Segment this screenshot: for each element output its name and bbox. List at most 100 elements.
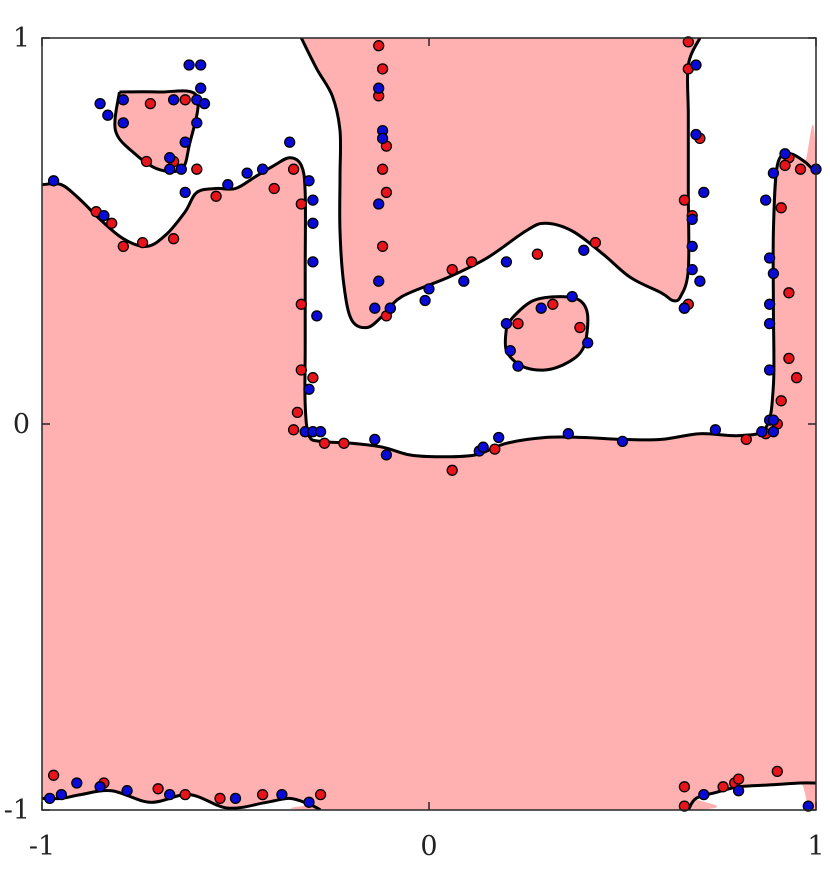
- data-point: [303, 796, 315, 808]
- positive-regions: [42, 38, 816, 810]
- data-point: [303, 175, 315, 187]
- data-point: [106, 217, 118, 229]
- data-point: [686, 263, 698, 276]
- data-point: [493, 431, 505, 444]
- data-point: [295, 298, 307, 310]
- data-point: [241, 167, 253, 179]
- data-point: [763, 317, 776, 330]
- data-point: [794, 163, 807, 175]
- data-point: [446, 263, 458, 276]
- data-point: [195, 59, 207, 71]
- data-point: [210, 190, 222, 202]
- y-tick-label: 0: [13, 409, 30, 440]
- data-point: [117, 117, 129, 129]
- data-point: [318, 437, 331, 449]
- positive-region: [42, 124, 816, 810]
- data-point: [121, 785, 133, 797]
- data-point: [547, 298, 559, 310]
- data-point: [256, 788, 269, 801]
- data-point: [384, 302, 396, 314]
- data-point: [191, 163, 203, 175]
- data-point: [287, 424, 300, 436]
- data-point: [164, 152, 176, 164]
- y-tick-labels: -1 0 1: [4, 23, 30, 826]
- data-point: [477, 441, 489, 453]
- data-point: [314, 426, 327, 438]
- positive-region: [115, 90, 199, 172]
- data-points: [44, 36, 822, 812]
- data-point: [94, 97, 106, 110]
- data-point: [489, 443, 501, 455]
- x-tick-label: 1: [807, 831, 824, 862]
- data-point: [756, 426, 768, 438]
- data-point: [500, 317, 513, 330]
- data-point: [291, 406, 304, 419]
- data-point: [44, 792, 56, 805]
- data-point: [268, 182, 280, 195]
- x-tick-label: -1: [29, 831, 55, 862]
- data-point: [369, 302, 381, 314]
- data-point: [47, 175, 60, 187]
- data-point: [763, 364, 776, 376]
- data-point: [763, 298, 776, 310]
- data-point: [531, 248, 544, 260]
- data-point: [790, 372, 803, 384]
- data-point: [117, 240, 129, 253]
- data-point: [140, 155, 153, 168]
- data-point: [767, 167, 780, 179]
- data-point: [709, 424, 722, 436]
- data-point: [295, 364, 307, 376]
- data-point: [276, 788, 288, 801]
- data-point: [771, 765, 783, 778]
- data-point: [512, 360, 524, 372]
- data-point: [682, 36, 694, 48]
- data-point: [195, 82, 207, 94]
- data-point: [373, 275, 385, 287]
- data-point: [732, 785, 745, 797]
- data-point: [512, 317, 524, 330]
- data-point: [686, 240, 698, 253]
- data-point: [775, 202, 787, 214]
- data-point: [562, 428, 574, 440]
- data-point: [71, 777, 83, 789]
- data-point: [373, 82, 385, 94]
- data-point: [303, 383, 315, 395]
- data-point: [136, 236, 149, 249]
- positive-region: [301, 38, 700, 328]
- data-point: [198, 97, 211, 110]
- data-point: [566, 290, 578, 303]
- data-point: [380, 449, 393, 461]
- data-point: [732, 773, 745, 785]
- data-point: [779, 159, 791, 172]
- data-point: [717, 781, 729, 793]
- data-point: [419, 294, 431, 307]
- data-point: [698, 788, 710, 801]
- data-point: [307, 194, 319, 206]
- data-point: [500, 256, 513, 268]
- data-point: [175, 163, 187, 175]
- data-point: [167, 233, 180, 245]
- data-point: [446, 464, 458, 476]
- data-point: [164, 163, 176, 175]
- data-point: [191, 117, 203, 129]
- positive-region: [506, 296, 588, 371]
- data-point: [102, 109, 114, 121]
- data-point: [117, 94, 129, 106]
- data-point: [179, 186, 191, 199]
- data-point: [767, 426, 780, 438]
- data-point: [307, 256, 319, 268]
- data-point: [369, 433, 381, 446]
- data-point: [295, 198, 307, 210]
- y-tick-label: -1: [4, 795, 30, 826]
- data-point: [94, 781, 106, 793]
- data-point: [574, 321, 586, 334]
- data-point: [740, 433, 752, 446]
- data-point: [767, 414, 780, 426]
- data-point: [144, 97, 157, 110]
- x-tick-labels: -1 0 1: [29, 831, 825, 862]
- data-point: [229, 792, 242, 805]
- data-point: [678, 781, 691, 793]
- data-point: [287, 163, 300, 175]
- data-point: [55, 788, 68, 801]
